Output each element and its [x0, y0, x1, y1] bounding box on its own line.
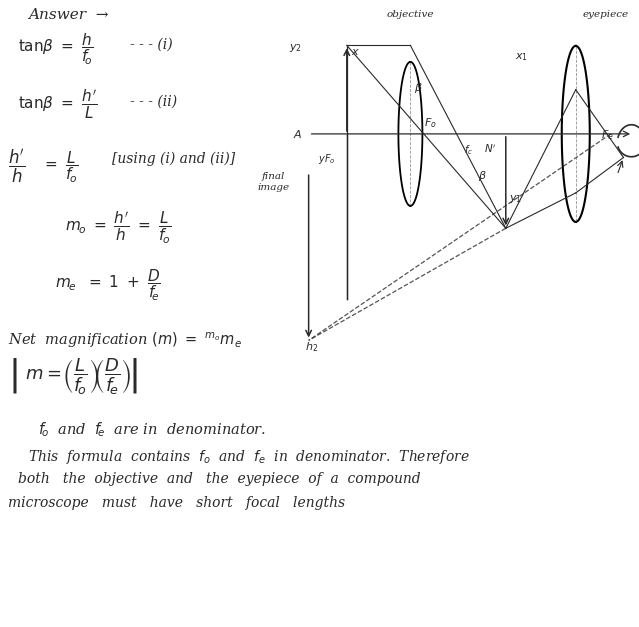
Text: objective: objective [387, 10, 434, 19]
Text: $A$: $A$ [293, 128, 302, 140]
Text: $h_2$: $h_2$ [305, 340, 319, 354]
Text: $N'$: $N'$ [484, 143, 496, 155]
Text: $x$: $x$ [351, 48, 360, 58]
Text: $f_{\!o}$  and  $f_{\!e}$  are in  denominator.: $f_{\!o}$ and $f_{\!e}$ are in denominat… [38, 420, 266, 439]
Text: $\left|\ m = \!\left(\dfrac{L}{f_{\!o}}\right)\!\!\left(\dfrac{D}{f_{\!e}}\right: $\left|\ m = \!\left(\dfrac{L}{f_{\!o}}\… [8, 356, 138, 396]
Text: $yF_o$: $yF_o$ [318, 152, 335, 166]
Text: Net  magnification $(m)\ =\ ^{m_o}m_e$: Net magnification $(m)\ =\ ^{m_o}m_e$ [8, 330, 242, 350]
Text: [using (i) and (ii)]: [using (i) and (ii)] [112, 152, 235, 166]
Text: $y_1$: $y_1$ [509, 193, 522, 205]
Text: $m_{\!e}\ \ =\ 1\ +\ \dfrac{D}{f_{\!e}}$: $m_{\!e}\ \ =\ 1\ +\ \dfrac{D}{f_{\!e}}$ [55, 268, 161, 303]
Text: $F_o$: $F_o$ [424, 116, 437, 130]
Text: $\tan\!\beta\ =\ \dfrac{h^{\prime}}{L}$: $\tan\!\beta\ =\ \dfrac{h^{\prime}}{L}$ [18, 88, 98, 122]
Text: $f_c$: $f_c$ [465, 143, 473, 157]
Text: $\beta$: $\beta$ [478, 169, 486, 183]
Text: $\tan\!\beta\ =\ \dfrac{h}{f_{\!o}}$: $\tan\!\beta\ =\ \dfrac{h}{f_{\!o}}$ [18, 32, 94, 68]
Text: microscope   must   have   short   focal   lengths: microscope must have short focal lengths [8, 496, 345, 510]
Text: $x_1$: $x_1$ [515, 51, 528, 63]
Text: Answer  →: Answer → [28, 8, 109, 22]
Text: $m_{\!o}\ =\ \dfrac{h^{\prime}}{h}\ =\ \dfrac{L}{f_{\!o}}$: $m_{\!o}\ =\ \dfrac{h^{\prime}}{h}\ =\ \… [65, 210, 171, 246]
Text: $y_2$: $y_2$ [289, 43, 302, 55]
Text: This  formula  contains  $f_o$  and  $f_e$  in  denominator.  Therefore: This formula contains $f_o$ and $f_e$ in… [28, 448, 470, 466]
Text: both   the  objective  and   the  eyepiece  of  a  compound: both the objective and the eyepiece of a… [18, 472, 420, 486]
Text: $\dfrac{h^{\prime}}{h}$: $\dfrac{h^{\prime}}{h}$ [8, 148, 26, 186]
Text: eyepiece: eyepiece [583, 10, 629, 19]
Text: $\beta$: $\beta$ [415, 81, 423, 95]
Text: $F_e$: $F_e$ [601, 128, 613, 142]
Text: - - - (i): - - - (i) [130, 38, 173, 52]
Text: final
image: final image [258, 172, 289, 192]
Text: $=\ \dfrac{L}{f_{\!o}}$: $=\ \dfrac{L}{f_{\!o}}$ [42, 150, 79, 186]
Text: - - - (ii): - - - (ii) [130, 95, 177, 109]
